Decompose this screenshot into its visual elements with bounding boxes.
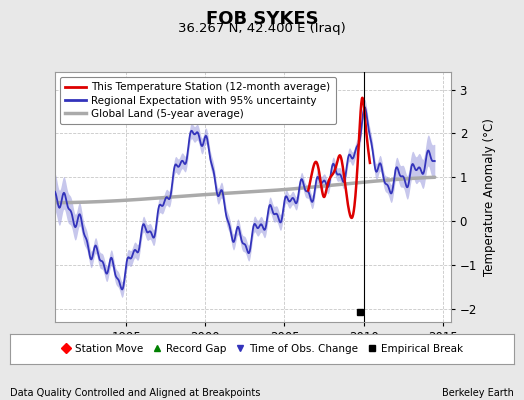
Text: FOB SYKES: FOB SYKES bbox=[206, 10, 318, 28]
Text: Data Quality Controlled and Aligned at Breakpoints: Data Quality Controlled and Aligned at B… bbox=[10, 388, 261, 398]
Text: 36.267 N, 42.400 E (Iraq): 36.267 N, 42.400 E (Iraq) bbox=[178, 22, 346, 35]
Legend: This Temperature Station (12-month average), Regional Expectation with 95% uncer: This Temperature Station (12-month avera… bbox=[60, 77, 336, 124]
Y-axis label: Temperature Anomaly (°C): Temperature Anomaly (°C) bbox=[483, 118, 496, 276]
Legend: Station Move, Record Gap, Time of Obs. Change, Empirical Break: Station Move, Record Gap, Time of Obs. C… bbox=[58, 342, 466, 356]
Text: Berkeley Earth: Berkeley Earth bbox=[442, 388, 514, 398]
